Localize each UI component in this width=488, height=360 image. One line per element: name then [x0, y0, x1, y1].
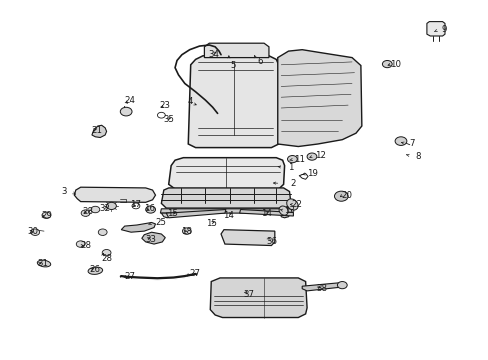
- Text: 5: 5: [229, 61, 235, 70]
- Ellipse shape: [37, 260, 51, 267]
- Ellipse shape: [279, 206, 287, 215]
- Polygon shape: [161, 188, 290, 208]
- Circle shape: [98, 229, 107, 235]
- Text: 32: 32: [100, 204, 110, 212]
- Circle shape: [337, 282, 346, 289]
- Text: 26: 26: [90, 266, 101, 274]
- Circle shape: [334, 191, 347, 201]
- Text: 13: 13: [284, 206, 294, 215]
- Polygon shape: [302, 283, 344, 291]
- Polygon shape: [121, 222, 155, 232]
- Polygon shape: [281, 213, 290, 218]
- Text: 23: 23: [160, 100, 170, 109]
- Circle shape: [394, 137, 406, 145]
- Circle shape: [76, 241, 85, 247]
- Text: 38: 38: [316, 284, 326, 293]
- Text: 27: 27: [189, 269, 200, 278]
- Polygon shape: [239, 210, 293, 216]
- Polygon shape: [92, 125, 106, 138]
- Text: 11: 11: [293, 154, 304, 163]
- Circle shape: [306, 153, 316, 160]
- Circle shape: [182, 228, 191, 234]
- Circle shape: [157, 112, 165, 118]
- Text: 30: 30: [28, 227, 39, 236]
- Text: 2: 2: [290, 179, 296, 188]
- Polygon shape: [277, 50, 361, 147]
- Ellipse shape: [88, 267, 102, 274]
- Circle shape: [102, 249, 111, 256]
- Ellipse shape: [286, 199, 298, 210]
- Polygon shape: [210, 278, 306, 318]
- Text: 9: 9: [441, 25, 446, 34]
- Text: 31: 31: [38, 259, 48, 268]
- Polygon shape: [74, 187, 155, 202]
- Text: 22: 22: [291, 200, 302, 209]
- Text: 33: 33: [145, 235, 156, 244]
- Circle shape: [42, 212, 51, 219]
- Text: 27: 27: [124, 272, 135, 281]
- Circle shape: [132, 203, 140, 209]
- Circle shape: [145, 206, 155, 213]
- Text: 21: 21: [91, 126, 102, 135]
- Text: 28: 28: [101, 254, 112, 263]
- Circle shape: [91, 206, 100, 213]
- Text: 12: 12: [314, 151, 325, 160]
- Polygon shape: [221, 230, 274, 246]
- Text: 7: 7: [408, 139, 414, 148]
- Text: 16: 16: [143, 204, 154, 213]
- Text: 29: 29: [41, 211, 52, 220]
- Polygon shape: [161, 213, 171, 218]
- Polygon shape: [142, 232, 165, 244]
- Text: 24: 24: [124, 96, 135, 105]
- Polygon shape: [204, 43, 268, 58]
- Text: 17: 17: [130, 200, 141, 209]
- Text: 15: 15: [205, 219, 216, 228]
- Polygon shape: [166, 210, 225, 218]
- Circle shape: [120, 107, 132, 116]
- Text: 34: 34: [208, 50, 219, 59]
- Text: 25: 25: [155, 218, 165, 227]
- Text: 28: 28: [82, 207, 93, 216]
- Polygon shape: [160, 209, 292, 213]
- Text: 1: 1: [287, 163, 293, 172]
- Text: 8: 8: [415, 152, 421, 161]
- Circle shape: [287, 156, 297, 163]
- Circle shape: [31, 229, 40, 235]
- Polygon shape: [426, 22, 444, 36]
- Circle shape: [382, 60, 391, 68]
- Text: 18: 18: [181, 227, 192, 236]
- Text: 15: 15: [166, 209, 177, 217]
- Circle shape: [106, 202, 116, 210]
- Text: 3: 3: [61, 187, 67, 196]
- Text: 19: 19: [306, 169, 317, 178]
- Circle shape: [81, 210, 90, 216]
- Polygon shape: [168, 158, 284, 189]
- Text: 14: 14: [223, 211, 234, 220]
- Text: 10: 10: [389, 60, 400, 69]
- Text: 36: 36: [265, 237, 276, 246]
- Text: 28: 28: [80, 241, 91, 250]
- Text: 20: 20: [341, 191, 352, 199]
- Text: 37: 37: [244, 290, 254, 299]
- Text: 4: 4: [187, 97, 193, 106]
- Text: 35: 35: [163, 115, 174, 124]
- Polygon shape: [188, 56, 278, 148]
- Text: 14: 14: [261, 209, 271, 217]
- Text: 6: 6: [257, 57, 263, 66]
